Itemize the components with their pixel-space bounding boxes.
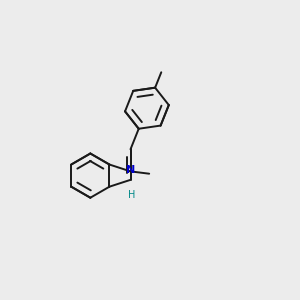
Text: N: N [126,165,135,175]
Text: H: H [128,190,136,200]
